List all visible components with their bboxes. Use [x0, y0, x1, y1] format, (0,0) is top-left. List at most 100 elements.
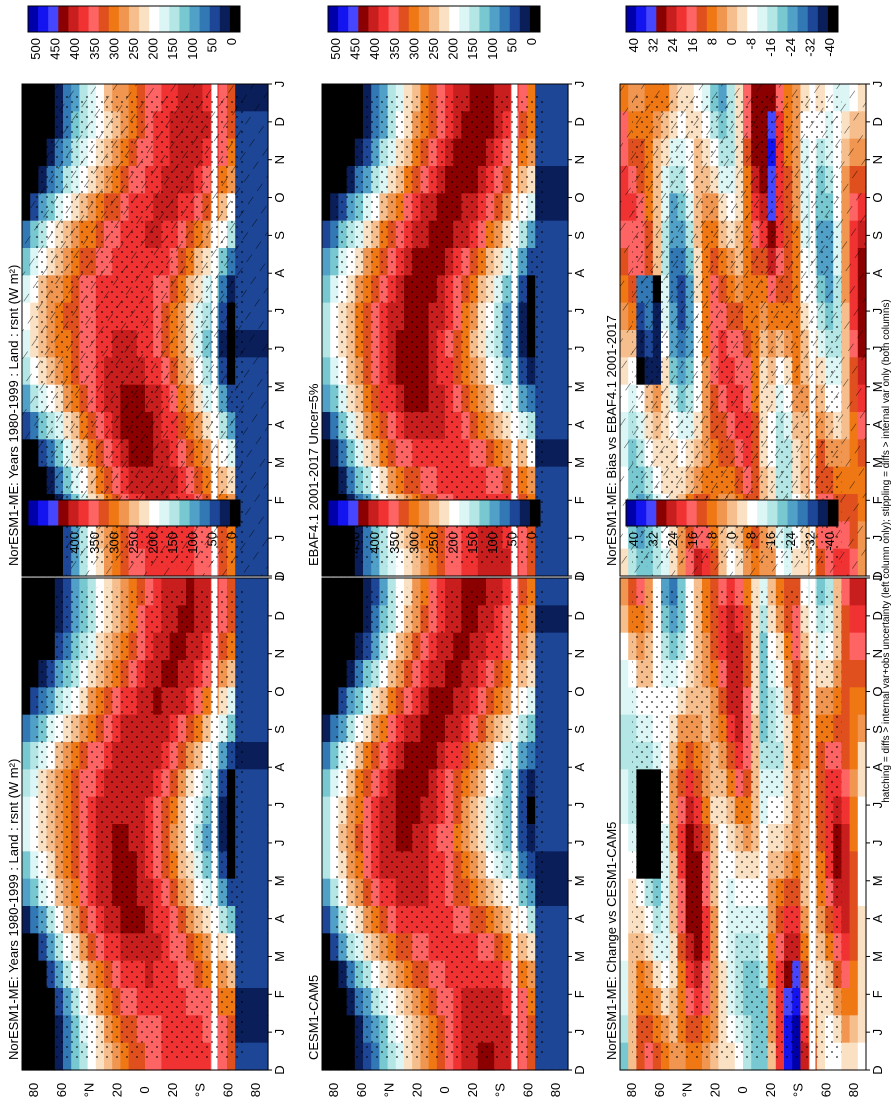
heat-cell	[857, 1015, 867, 1044]
heat-cell	[620, 988, 629, 1016]
colorbar-swatch	[519, 500, 531, 526]
colorbar-tick-label: 100	[185, 38, 200, 60]
heat-cell	[251, 933, 261, 962]
colorbar-tick-label: 500	[328, 532, 343, 554]
hatching-overlay	[620, 84, 866, 576]
month-tick-label: D	[870, 1065, 885, 1074]
month-tick-label: J	[272, 308, 287, 315]
colorbar-swatch	[529, 6, 541, 32]
colorbar-swatch	[817, 500, 829, 526]
colorbar-swatch	[368, 6, 379, 32]
colorbar-frame	[327, 499, 541, 527]
heat-cell	[543, 466, 553, 495]
month-tick-label: M	[870, 951, 885, 962]
colorbar-swatch	[737, 500, 748, 526]
heat-cell	[322, 769, 331, 798]
colorbar-tick-label: 500	[328, 38, 343, 60]
heat-cell	[559, 796, 569, 825]
month-tick-label: J	[572, 840, 587, 847]
stippling-overlay	[334, 587, 544, 1061]
colorbar-swatch	[58, 6, 69, 32]
heat-cell	[620, 1015, 629, 1044]
lat-tick-label: 0	[735, 1086, 750, 1093]
heat-cell	[251, 769, 261, 798]
heat-cell	[243, 714, 253, 743]
lat-tick-label: 80	[26, 1083, 41, 1097]
month-tick-label: J	[572, 1029, 587, 1036]
colorbar-swatch	[449, 6, 460, 32]
heat-cell	[543, 769, 553, 798]
heat-cell	[543, 878, 553, 907]
heat-cell	[559, 439, 569, 468]
heat-cell	[543, 302, 553, 331]
colorbar-swatch	[68, 500, 79, 526]
heat-cell	[857, 851, 867, 880]
heat-cell	[243, 660, 253, 688]
colorbar: 40 32 24 16 8 0 -8 -16 -24 -32 -40	[625, 5, 839, 57]
heat-cell	[551, 687, 561, 716]
heat-cell	[543, 1042, 553, 1071]
heat-cell	[559, 166, 569, 194]
heat-cell	[559, 548, 569, 577]
colorbar-swatch	[98, 500, 110, 526]
heat-cell	[857, 742, 867, 770]
plot-frame	[21, 577, 269, 1071]
heat-cell	[551, 960, 561, 989]
colorbar-tick-label: 50	[204, 38, 219, 52]
month-tick-label: A	[870, 914, 885, 923]
colorbar-tick-label: 200	[446, 532, 461, 554]
heat-cell	[22, 824, 31, 852]
colorbar-tick-label: 450	[48, 532, 63, 554]
colorbar-swatch	[428, 6, 440, 32]
heat-cell	[243, 742, 253, 770]
heat-cell	[22, 878, 31, 907]
heat-cell	[243, 1042, 253, 1071]
heat-cell	[322, 824, 331, 852]
colorbar-tick-label: 350	[87, 38, 102, 60]
heat-cell	[559, 357, 569, 386]
colorbar-swatch	[159, 500, 170, 526]
colorbar-tick-label: 40	[626, 532, 641, 546]
plot-frame	[619, 577, 867, 1071]
stippling-overlay	[334, 93, 544, 567]
heat-cell	[620, 796, 629, 825]
month-tick-label: D	[572, 117, 587, 126]
heat-cell	[841, 933, 851, 962]
month-tick-label: A	[272, 763, 287, 772]
colorbar-swatch	[368, 500, 379, 526]
colorbar-swatch	[78, 6, 90, 32]
plot-frame	[321, 83, 569, 577]
month-tick-label: J	[272, 1029, 287, 1036]
heat-cell	[620, 605, 629, 634]
heat-cell	[543, 1015, 553, 1044]
heat-cell	[251, 796, 261, 825]
hatching-overlay	[22, 84, 268, 576]
month-tick-label: D	[272, 1065, 287, 1074]
heat-cell	[559, 193, 569, 222]
heat-cell	[551, 1015, 561, 1044]
heat-cell	[322, 357, 331, 386]
heat-cell	[551, 138, 561, 167]
colorbar-swatch	[358, 500, 369, 526]
heat-cell	[551, 357, 561, 386]
colorbar-swatch	[797, 6, 809, 32]
heat-cell	[841, 632, 851, 661]
heat-cell	[551, 302, 561, 331]
colorbar-swatch	[428, 500, 440, 526]
heat-cell	[259, 960, 269, 989]
colorbar-tick-label: -8	[744, 38, 759, 50]
lat-tick-label: 60	[220, 1083, 235, 1097]
colorbar: 500 450 400 350 300 250 200 150 100 50 0	[27, 499, 241, 554]
colorbar-tick-label: 16	[685, 532, 700, 546]
colorbar-swatch	[378, 6, 390, 32]
heat-cell	[243, 933, 253, 962]
colorbar-swatch	[128, 6, 140, 32]
colorbar-tick-label: 24	[665, 532, 680, 546]
colorbar-tick-label: -24	[783, 38, 798, 57]
colorbar-tick-label: 8	[704, 38, 719, 45]
colorbar-tick-label: 250	[126, 38, 141, 60]
colorbar-swatch	[777, 6, 789, 32]
month-tick-label: S	[572, 725, 587, 734]
heat-cell	[543, 494, 553, 522]
heat-cell	[22, 1042, 31, 1071]
